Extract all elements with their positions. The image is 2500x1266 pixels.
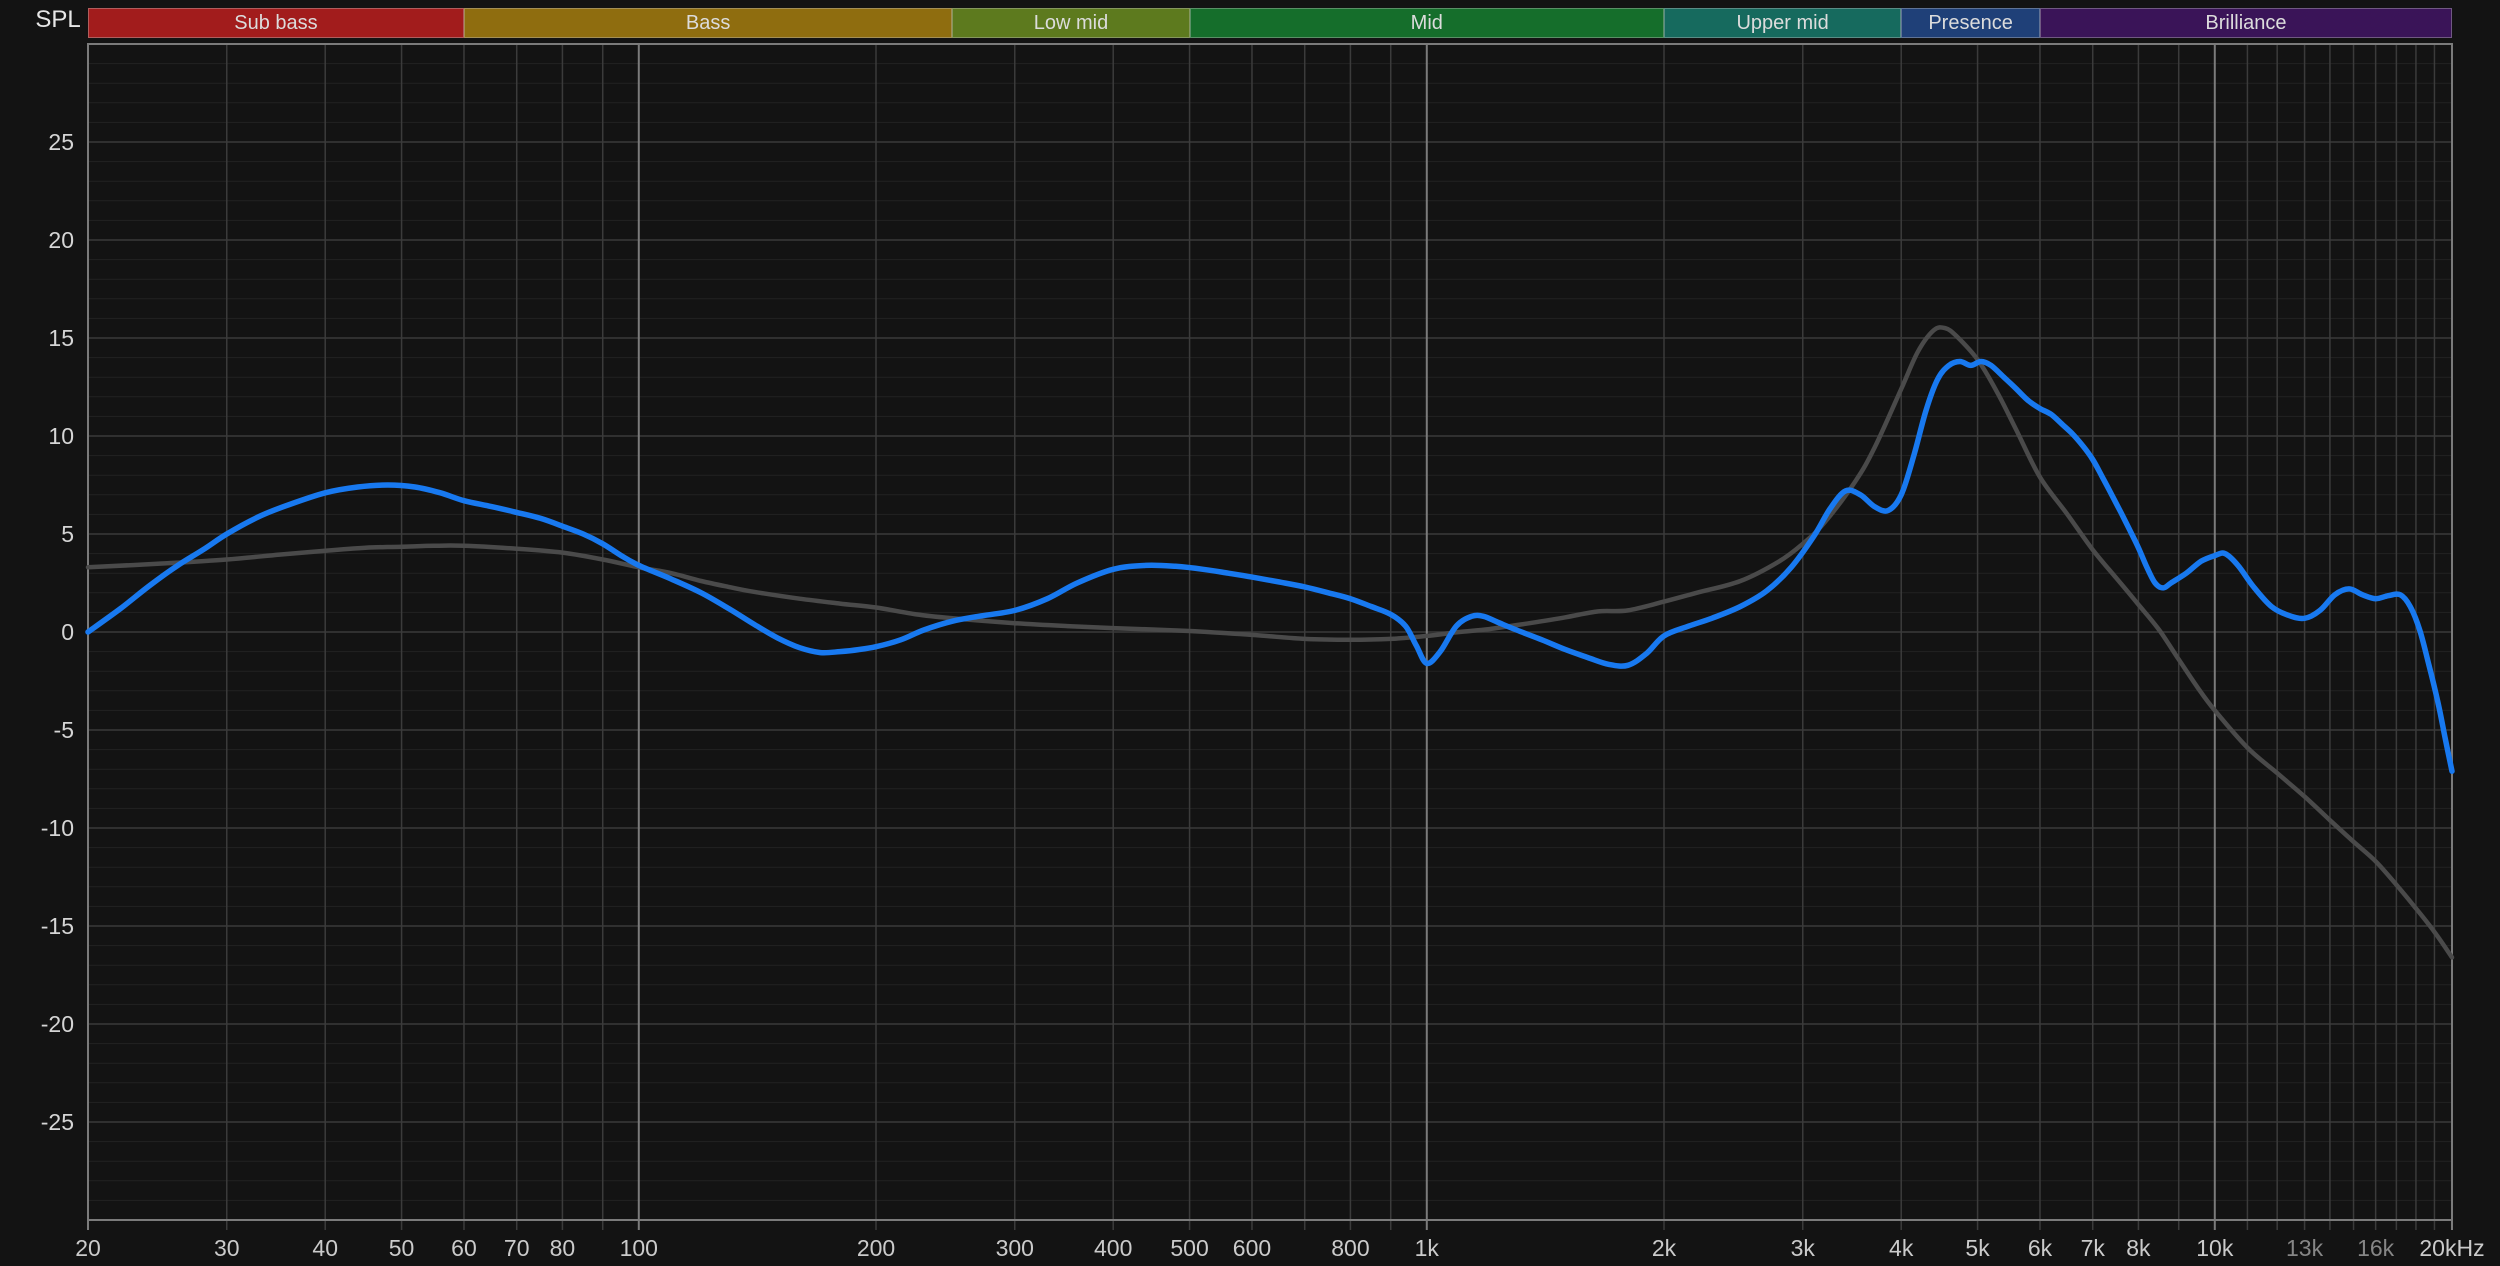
x-tick-label-1k: 1k [1414,1235,1439,1261]
y-tick-label-15: 15 [48,325,74,351]
y-tick-label--25: -25 [40,1109,74,1135]
x-tick-label-13k: 13k [2286,1235,2324,1261]
grid-major-lines [88,44,2452,1220]
x-tick-label-70: 70 [503,1235,530,1261]
y-tick-label-10: 10 [48,423,74,449]
band-sub-bass: Sub bass [88,8,464,38]
x-tick-label-800: 800 [1331,1235,1370,1261]
x-tick-label-20kHz: 20kHz [2419,1235,2485,1261]
x-tick-label-3k: 3k [1790,1235,1815,1261]
x-tick-label-30: 30 [213,1235,240,1261]
target-curve [85,325,2455,960]
band-low-mid: Low mid [952,8,1190,38]
y-tick-label--20: -20 [40,1011,74,1037]
y-tick-label-0: 0 [61,619,74,645]
x-tick-label-600: 600 [1232,1235,1272,1261]
grid-minor-lines [88,63,2452,1201]
x-tick-label-40: 40 [312,1235,338,1261]
x-tick-label-4k: 4k [1889,1235,1914,1261]
band-label: Bass [685,12,731,34]
y-tick-label--5: -5 [53,717,74,743]
band-label: Mid [1410,12,1443,34]
band-upper-mid: Upper mid [1664,8,1902,38]
y-tick-label-5: 5 [61,521,74,547]
band-presence: Presence [1901,8,2040,38]
x-tick-label-10k: 10k [2196,1235,2234,1261]
x-tick-label-16k: 16k [2357,1235,2395,1261]
x-tick-label-80: 80 [549,1235,576,1261]
band-label: Sub bass [234,12,318,34]
y-axis-title: SPL [35,6,81,33]
x-tick-label-60: 60 [451,1235,477,1261]
x-tick-label-8k: 8k [2126,1235,2151,1261]
y-tick-label-25: 25 [48,129,74,155]
band-label: Low mid [1033,12,1109,34]
x-tick-label-6k: 6k [2027,1235,2053,1261]
x-tick-label-2k: 2k [1651,1235,1677,1261]
x-tick-label-7k: 7k [2080,1235,2105,1261]
x-tick-label-500: 500 [1170,1235,1209,1261]
x-tick-label-5k: 5k [1965,1235,1990,1261]
x-tick-label-400: 400 [1094,1235,1133,1261]
x-tick-label-200: 200 [856,1235,896,1261]
band-mid: Mid [1189,8,1664,38]
band-label: Presence [1928,12,2013,34]
x-tick-label-100: 100 [619,1235,658,1261]
y-tick-label--10: -10 [40,815,74,841]
x-tick-label-300: 300 [995,1235,1034,1261]
x-tick-label-20: 20 [75,1235,101,1261]
band-brilliance: Brilliance [2039,8,2452,38]
y-tick-label--15: -15 [40,913,74,939]
band-label: Upper mid [1736,12,1829,34]
y-tick-label-20: 20 [48,227,74,253]
frequency-response-curve [85,358,2455,774]
band-label: Brilliance [2205,12,2287,34]
x-tick-label-50: 50 [388,1235,415,1261]
band-bass: Bass [463,8,953,38]
